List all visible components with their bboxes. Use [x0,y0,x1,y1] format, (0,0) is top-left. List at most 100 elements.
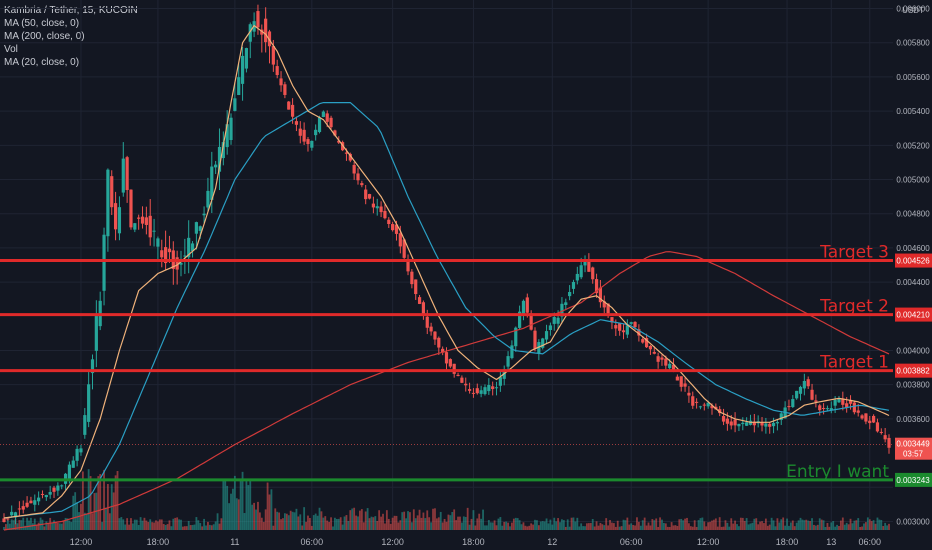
volume-bar [788,525,790,530]
volume-bar [295,508,298,530]
volume-bar [599,522,602,530]
volume-bar [418,509,421,530]
volume-bar [709,521,711,530]
volume-bar [888,523,890,530]
volume-bar [91,513,94,530]
volume-bar [686,517,688,530]
volume-bar [855,520,858,530]
candle-body [448,359,452,367]
volume-bar [339,517,342,530]
volume-bar [716,526,719,530]
volume-bar [834,526,837,530]
level-price-tag [895,363,932,378]
volume-bar [462,516,465,530]
candle-body [125,157,129,191]
y-tick-label: 0.005000 [896,176,930,185]
volume-bar [212,524,215,530]
candle-body [121,158,125,193]
volume-bar [68,520,71,530]
volume-bar [101,521,104,530]
candle-body [133,223,137,230]
candle-body [552,317,556,324]
level-price-tag [895,253,932,268]
volume-bar [764,518,767,530]
volume-bar [778,522,781,530]
x-tick-label: 06:00 [301,537,324,547]
candle-body [148,215,152,238]
currency-label: USDT [902,6,924,15]
volume-bar [330,517,332,530]
volume-bar [757,524,760,530]
candle-body [491,386,495,390]
indicator-ma50[interactable]: MA (50, close, 0) [4,18,80,29]
volume-bar [797,520,800,530]
volume-bar [182,526,184,530]
volume-bar [612,523,615,530]
candle-body [279,78,283,86]
volume-bar [220,518,223,530]
volume-bar [459,516,461,530]
candle-body [25,502,29,507]
volume-bar [793,526,796,530]
volume-bar [487,520,490,530]
candle-body [798,386,803,394]
volume-bar [782,517,785,530]
indicator-vol[interactable]: Vol [4,44,18,55]
candle-body [21,506,25,510]
volume-bar [780,519,783,530]
candle-body [706,402,710,407]
volume-bar [466,507,469,530]
candle-body [237,77,241,96]
volume-bar [651,519,654,530]
candle-body [548,325,552,331]
candle-body [556,317,560,324]
volume-bar [813,524,815,530]
symbol-title[interactable]: Kambria / Tether, 15, KUCOIN [4,5,138,16]
volume-bar [861,526,863,530]
volume-bar [249,478,252,530]
volume-bar [666,526,669,530]
candle-body [33,500,37,505]
volume-bar [364,511,367,530]
candle-body [848,399,853,404]
volume-bar [124,524,127,530]
volume-bar [3,526,5,530]
candle-body [460,377,464,383]
volume-bar [562,520,565,530]
volume-bar [443,518,446,530]
indicator-ma20[interactable]: MA (20, close, 0) [4,57,80,68]
volume-bar [474,525,477,530]
volume-bar [745,518,748,530]
volume-bar [772,520,775,530]
volume-bar [722,526,725,530]
volume-bar [307,515,309,530]
candle-body [287,101,291,110]
volume-bar [441,522,444,530]
volume-bar [493,520,496,530]
y-tick-label: 0.005200 [896,141,930,150]
candle-body [248,24,252,42]
candle-body [360,183,364,186]
volume-bar [603,525,606,530]
candle-body [752,421,756,426]
volume-bar [309,517,311,530]
volume-bar [135,519,138,530]
candle-body [737,423,741,427]
volume-bar [741,517,744,530]
volume-bar [222,478,225,530]
volume-bar [285,513,288,530]
indicator-ma200[interactable]: MA (200, close, 0) [4,31,85,42]
ma20-line [3,24,890,519]
candle-body [741,422,745,425]
volume-bar [553,517,556,530]
candle-body [314,129,318,136]
volume-bar [455,520,458,530]
volume-bar [814,525,817,530]
volume-bar [566,519,569,530]
volume-bar [755,518,758,530]
candle-body [494,387,499,389]
candle-body [144,217,148,225]
volume-bar [832,521,835,530]
candle-body [583,260,587,266]
